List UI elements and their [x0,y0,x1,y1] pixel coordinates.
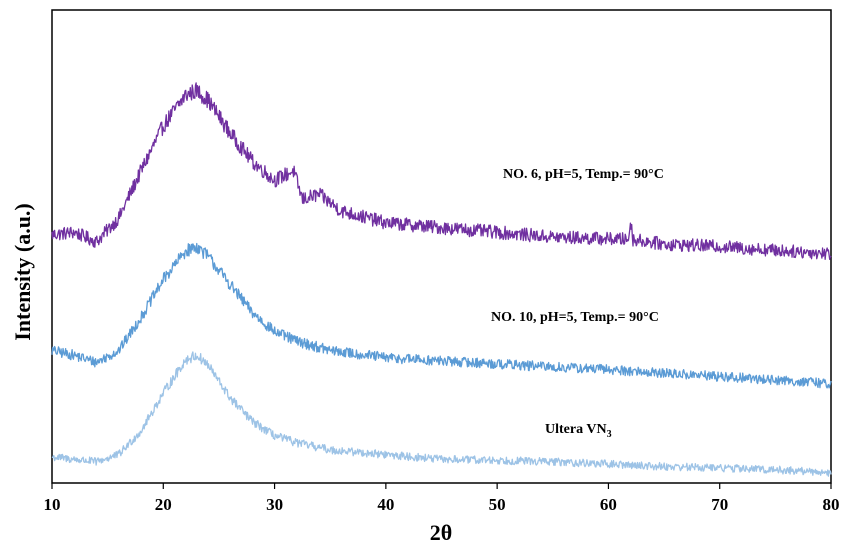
x-tick-label: 70 [711,495,728,514]
x-tick-label: 80 [823,495,840,514]
plot-frame [51,9,832,484]
series-label-ultera: Ultera VN3 [545,422,612,440]
series-label-no10: NO. 10, pH=5, Temp.= 90°C [491,310,659,325]
y-axis-label: Intensity (a.u.) [10,203,35,341]
x-tick-label: 30 [266,495,283,514]
series-line-1 [51,242,832,389]
x-tick-label: 50 [489,495,506,514]
series-label-no6: NO. 6, pH=5, Temp.= 90°C [503,167,664,182]
x-axis-ticks: 10 20 30 40 50 60 70 80 [44,483,840,514]
x-tick-label: 20 [155,495,172,514]
series-line-0 [51,82,832,261]
series-layer [51,82,832,477]
x-tick-label: 10 [44,495,61,514]
x-tick-label: 40 [377,495,394,514]
x-axis-label: 2θ [430,520,452,542]
x-tick-label: 60 [600,495,617,514]
series-line-2 [51,351,832,477]
